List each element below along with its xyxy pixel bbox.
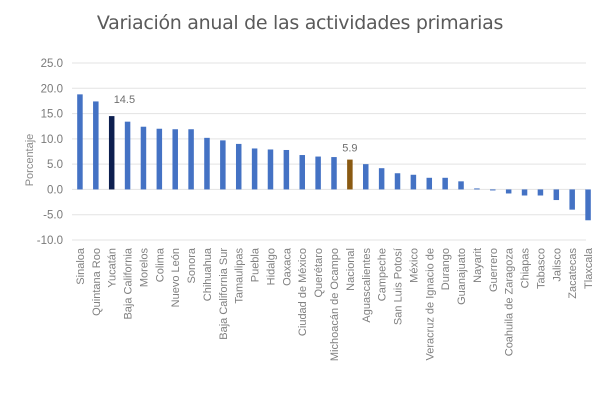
bar-colima (156, 128, 163, 190)
bar-guerrero (490, 189, 496, 191)
bar-campeche (378, 168, 385, 190)
x-category-label: Coahuila de Zaragoza (504, 247, 516, 356)
x-category-label: Campeche (377, 248, 389, 301)
bar-coahuila-de-zaragoza (505, 189, 512, 194)
x-category-label: Nayarit (472, 248, 484, 283)
y-tick-label: 25.0 (41, 58, 63, 70)
bar-michoac-n-de-ocampo (331, 157, 337, 190)
data-label: 5.9 (342, 143, 357, 155)
x-category-label: Veracruz de Ignacio de (424, 248, 436, 361)
x-category-label: Tamaulipas (234, 248, 246, 304)
x-category-label: Tabasco (535, 248, 547, 289)
bars (77, 94, 591, 221)
bar-sinaloa (77, 94, 83, 190)
y-tick-label: 15.0 (41, 109, 63, 121)
bar-guanajuato (458, 181, 464, 190)
bar-morelos (140, 126, 147, 190)
bar-tabasco (537, 189, 544, 196)
y-tick-label: -5.0 (43, 210, 63, 222)
x-category-label: Baja California (123, 247, 135, 319)
data-labels: 14.5 5.9 (114, 94, 358, 154)
y-tick-label: 20.0 (41, 83, 63, 95)
x-axis-category-labels: Sinaloa Quintana Roo Yucatán Baja Californi… (75, 247, 595, 361)
x-category-label: Ciudad de México (297, 248, 309, 336)
x-category-label: Michoacán de Ocampo (329, 248, 341, 361)
bar-veracruz-de-ignacio-de (426, 177, 433, 190)
x-category-label: Sonora (186, 247, 198, 283)
x-category-label: Chiapas (520, 248, 532, 289)
bar-jalisco (553, 189, 560, 201)
x-category-label: Morelos (138, 248, 150, 288)
x-category-label: Baja California Sur (218, 248, 230, 340)
bar-durango (442, 177, 448, 190)
bar-quintana-roo (93, 101, 99, 190)
x-category-label: Guanajuato (456, 248, 468, 305)
data-label: 14.5 (114, 94, 135, 106)
x-category-label: Puebla (250, 247, 262, 282)
x-category-label: Tlaxcala (583, 247, 595, 289)
bar-hidalgo (267, 149, 274, 190)
x-category-label: Chihuahua (202, 247, 214, 301)
bar-aguascalientes (363, 164, 369, 190)
x-category-label: Yucatán (107, 248, 119, 288)
bar-nayarit (474, 188, 480, 190)
bar-san-luis-potos- (394, 173, 401, 190)
y-axis-label: Porcentaje (24, 134, 36, 187)
bar-zacatecas (569, 189, 575, 210)
x-category-label: Nacional (345, 248, 357, 291)
x-category-label: Jalisco (551, 248, 563, 282)
x-category-label: Quintana Roo (91, 248, 103, 316)
bar-sonora (188, 129, 194, 190)
x-category-label: Zacatecas (567, 248, 579, 299)
x-category-label: Sinaloa (75, 247, 87, 285)
bar-baja-california-sur (220, 140, 226, 190)
y-tick-label: 5.0 (47, 159, 63, 171)
bar-tlaxcala (585, 189, 591, 221)
x-category-label: Guerrero (488, 248, 500, 292)
x-category-label: Hidalgo (265, 248, 277, 285)
bar-yucat-n (108, 116, 115, 190)
chart-title: Variación anual de las actividades prima… (96, 12, 504, 34)
bar-quer-taro (315, 156, 321, 190)
x-category-label: Querétaro (313, 248, 325, 298)
x-category-label: San Luis Potosí (393, 248, 405, 325)
y-tick-label: 10.0 (41, 134, 63, 146)
bar-baja-california (124, 121, 131, 190)
bar-puebla (251, 148, 258, 190)
y-tick-label: -10.0 (37, 235, 63, 247)
y-tick-label: 0.0 (47, 184, 63, 196)
gridlines (72, 62, 586, 241)
bar-nuevo-le-n (172, 129, 178, 190)
bar-tamaulipas (235, 143, 242, 190)
x-category-label: Oaxaca (281, 247, 293, 286)
x-category-label: Colima (154, 247, 166, 282)
bar-chihuahua (204, 137, 210, 190)
bar-m-xico (410, 174, 417, 190)
y-axis-ticks: 25.0 20.0 15.0 10.0 5.0 0.0 -5.0 -10.0 (37, 58, 63, 247)
bar-nacional (347, 159, 353, 190)
bar-oaxaca (283, 149, 290, 190)
x-category-label: México (408, 248, 420, 283)
x-category-label: Nuevo León (170, 248, 182, 307)
x-category-label: Durango (440, 248, 452, 290)
x-category-label: Aguascalientes (361, 248, 373, 323)
bar-chiapas (521, 189, 528, 196)
bar-ciudad-de-m-xico (299, 155, 305, 190)
